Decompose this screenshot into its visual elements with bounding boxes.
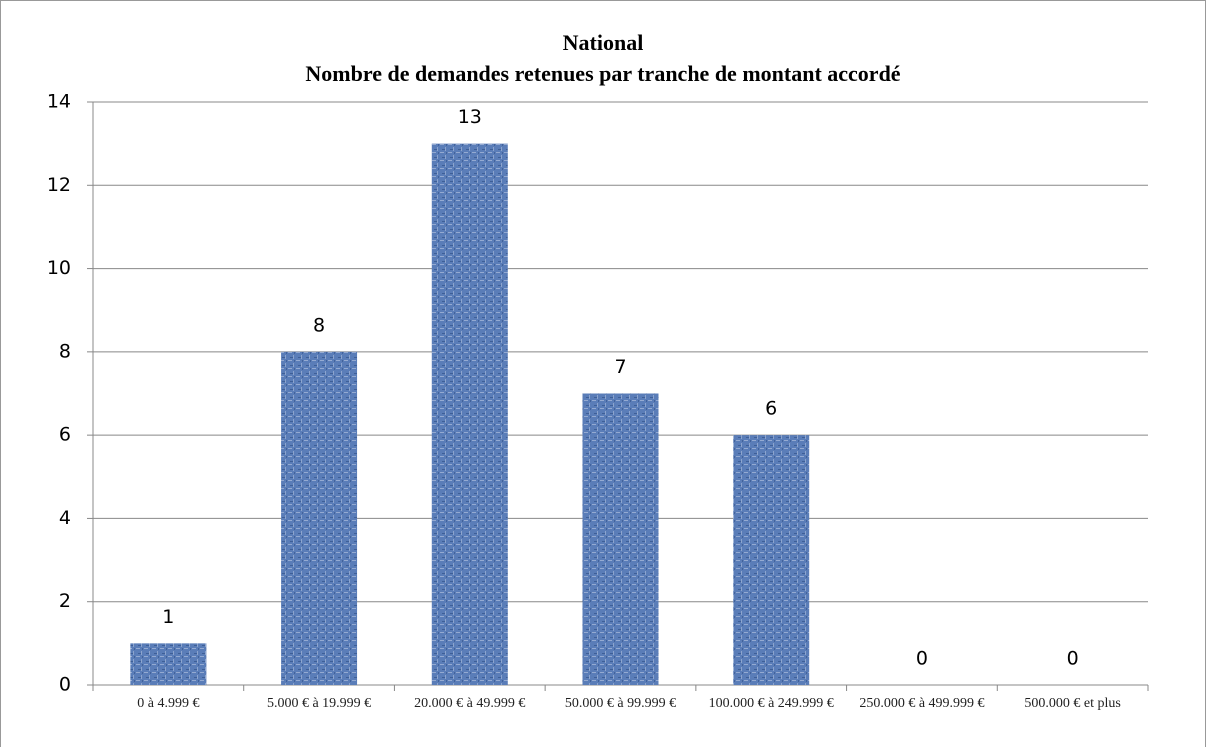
bar <box>431 143 508 686</box>
bar <box>281 351 358 685</box>
x-tick-label: 5.000 € à 19.999 € <box>266 696 372 711</box>
chart-title: National <box>563 30 644 55</box>
y-tick-label: 14 <box>47 91 71 113</box>
y-tick-label: 6 <box>59 424 71 446</box>
y-tick-label: 8 <box>59 340 71 362</box>
value-label: 0 <box>1067 648 1079 670</box>
value-label: 1 <box>162 606 174 628</box>
x-tick-label: 100.000 € à 249.999 € <box>708 696 834 711</box>
x-tick-label: 250.000 € à 499.999 € <box>859 696 985 711</box>
chart-subtitle: Nombre de demandes retenues par tranche … <box>305 61 900 86</box>
y-tick-label: 0 <box>59 674 71 696</box>
value-label: 13 <box>458 106 482 128</box>
value-label: 6 <box>765 398 777 420</box>
x-tick-label: 0 à 4.999 € <box>137 696 200 711</box>
bar <box>733 435 810 685</box>
y-tick-label: 4 <box>59 507 71 529</box>
x-tick-label: 20.000 € à 49.999 € <box>414 696 526 711</box>
value-label: 7 <box>614 356 626 378</box>
x-tick-label: 50.000 € à 99.999 € <box>564 696 677 711</box>
y-tick-label: 10 <box>47 257 71 279</box>
y-tick-label: 12 <box>47 174 71 196</box>
bar <box>582 393 659 685</box>
value-label: 0 <box>916 648 928 670</box>
bar <box>130 643 207 685</box>
y-tick-label: 2 <box>59 590 71 612</box>
value-label: 8 <box>313 314 325 336</box>
x-tick-label: 500.000 € et plus <box>1024 696 1121 711</box>
